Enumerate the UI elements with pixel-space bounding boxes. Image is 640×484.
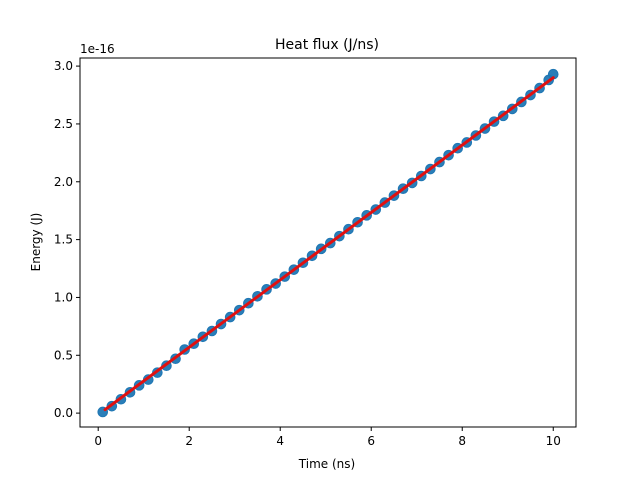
x-axis-label: Time (ns) [298, 457, 355, 471]
y-axis-label: Energy (J) [29, 213, 43, 272]
y-offset-label: 1e-16 [80, 42, 115, 56]
x-tick-label: 2 [185, 434, 193, 448]
fit-line [103, 76, 555, 412]
axes-layer: 0 2 4 6 8 10 0.0 0.5 1.0 1.5 2.0 2.5 3.0 [54, 57, 577, 448]
y-tick-label: 0.0 [54, 406, 73, 420]
y-tick-label: 2.0 [54, 175, 73, 189]
y-tick-label: 1.5 [54, 233, 73, 247]
y-tick-label: 0.5 [54, 348, 73, 362]
x-tick-label: 0 [94, 434, 102, 448]
y-tick-label: 3.0 [54, 59, 73, 73]
chart-title: Heat flux (J/ns) [275, 37, 379, 53]
x-tick-label: 10 [546, 434, 561, 448]
x-tick-label: 4 [276, 434, 284, 448]
x-tick-label: 6 [367, 434, 375, 448]
y-tick-label: 1.0 [54, 290, 73, 304]
x-tick-label: 8 [458, 434, 466, 448]
axes-frame [79, 57, 577, 428]
series-layer [97, 68, 559, 418]
y-tick-label: 2.5 [54, 117, 73, 131]
